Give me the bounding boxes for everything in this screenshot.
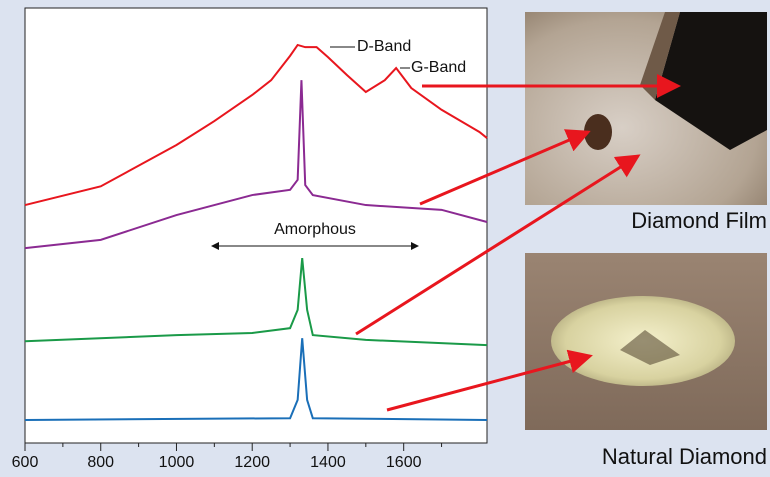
- film-photo: [525, 12, 767, 205]
- x-tick-label: 1400: [310, 454, 346, 471]
- d-band-label: D-Band: [357, 38, 411, 55]
- amorphous-label: Amorphous: [274, 221, 356, 238]
- x-tick-label: 800: [87, 454, 114, 471]
- x-tick-label: 1600: [386, 454, 422, 471]
- x-tick-label: 1200: [234, 454, 270, 471]
- natural-photo: [525, 253, 767, 430]
- film-caption: Diamond Film: [631, 208, 767, 233]
- figure: Diamond Film Natural Diamond 600 800 1000 1…: [0, 0, 770, 472]
- g-band-label: G-Band: [411, 59, 466, 76]
- natural-caption: Natural Diamond: [602, 444, 767, 469]
- x-tick-label: 1000: [159, 454, 195, 471]
- x-tick-label: 600: [12, 454, 39, 471]
